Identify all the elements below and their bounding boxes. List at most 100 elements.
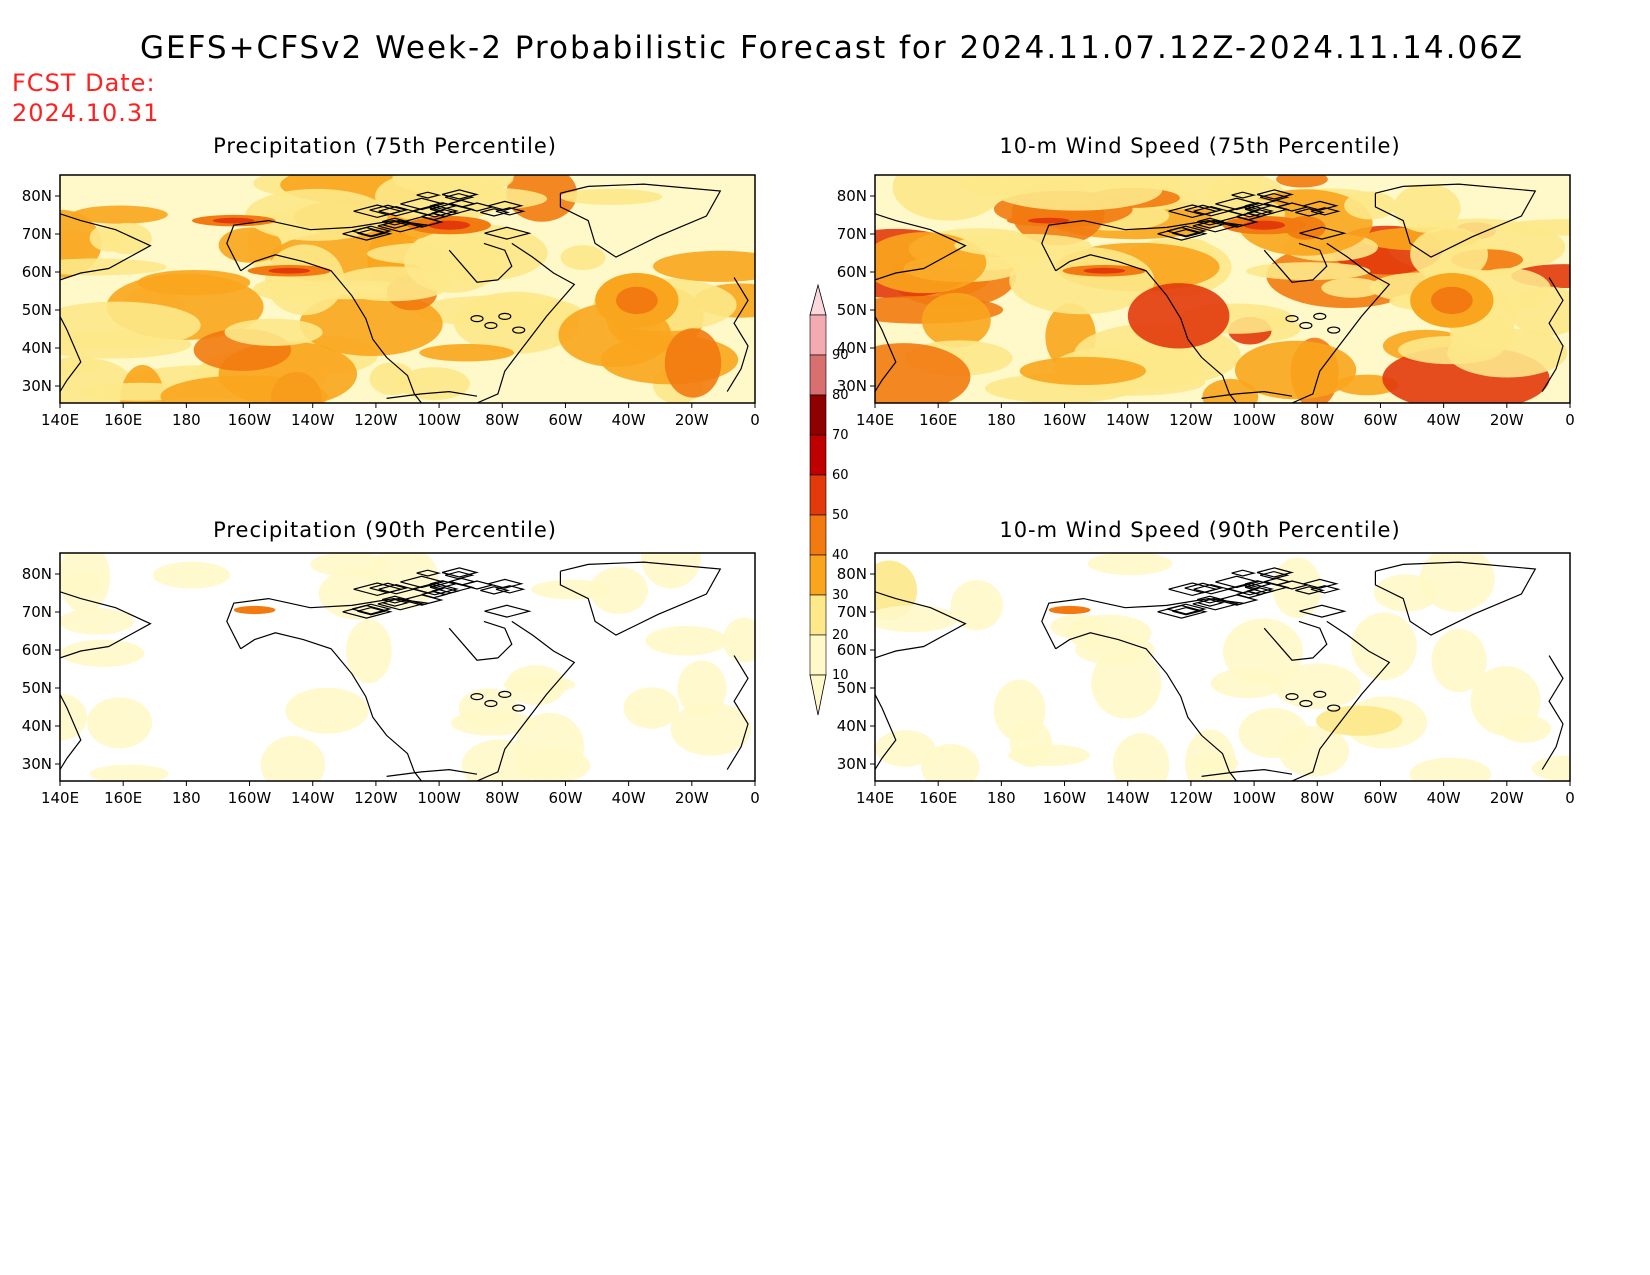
prob-contour (218, 227, 282, 263)
lat-label: 80N (22, 187, 52, 205)
lon-label: 120W (1169, 789, 1213, 807)
prob-contour (1234, 340, 1357, 400)
coastline (444, 570, 475, 580)
coastline (484, 226, 532, 240)
lon-label: 160E (919, 411, 957, 429)
coastline (1541, 277, 1564, 392)
coastline (402, 594, 444, 606)
prob-contour (1419, 553, 1495, 612)
colorbar-label: 60 (832, 468, 849, 483)
coastline (377, 597, 425, 611)
coastline (1157, 226, 1208, 241)
prob-contour (419, 344, 515, 362)
lon-label: 100W (1232, 789, 1276, 807)
figure-title: GEFS+CFSv2 Week-2 Probabilistic Forecast… (140, 30, 1525, 66)
prob-contour (560, 188, 663, 205)
prob-contour (89, 764, 169, 781)
coastline (488, 200, 524, 211)
lat-label: 70N (22, 225, 52, 243)
prob-contour (285, 687, 369, 734)
coastline (342, 226, 393, 241)
lon-label: 40W (612, 789, 646, 807)
prob-contour (268, 267, 311, 274)
prob-contour (152, 561, 231, 589)
prob-contour (641, 553, 701, 589)
lake (1313, 690, 1327, 698)
prob-contour (60, 355, 102, 373)
prob-contour (428, 220, 471, 230)
panel-title-wind-75: 10-m Wind Speed (75th Percentile) (999, 134, 1401, 158)
prob-contour (616, 286, 658, 315)
lon-label: 160W (1043, 411, 1087, 429)
prob-contour (233, 605, 276, 615)
lon-label: 20W (1490, 789, 1524, 807)
lake (1299, 321, 1313, 330)
prob-contour (664, 328, 722, 398)
prob-contour (224, 318, 323, 346)
colorbar-swatch (809, 554, 827, 596)
prob-contour (458, 688, 518, 729)
colorbar-tip-top (809, 283, 827, 316)
panel-title-precip-90: Precipitation (90th Percentile) (213, 518, 557, 542)
colorbar-swatch (809, 514, 827, 556)
coastline (1259, 570, 1290, 580)
lake (512, 704, 526, 712)
map-panel-precip-90: 140E 160E 180 160W 140W 120W 100W 80W 60W 40W 20W 0… (22, 552, 760, 807)
lon-label: 160W (1043, 789, 1087, 807)
lon-label: 120W (354, 411, 398, 429)
prob-contour (1246, 262, 1371, 281)
lon-label: 0 (750, 411, 760, 429)
coastline (1231, 569, 1257, 577)
prob-contour (1276, 175, 1328, 188)
coastline (377, 219, 425, 233)
prob-contour (1019, 356, 1147, 386)
lat-label: 60N (837, 263, 867, 281)
lon-label: 140W (291, 789, 335, 807)
prob-contour (1351, 612, 1417, 681)
prob-contour (670, 702, 752, 756)
prob-contour (1210, 668, 1285, 699)
prob-contour (722, 617, 755, 663)
lon-label: 120W (354, 789, 398, 807)
lon-label: 160E (104, 411, 142, 429)
coastline (1184, 204, 1224, 216)
lake (484, 699, 498, 708)
coastline (1326, 620, 1391, 679)
prob-contour (86, 697, 153, 749)
prob-contour (505, 665, 566, 706)
lat-label: 50N (22, 301, 52, 319)
colorbar-label: 90 (832, 348, 849, 363)
lon-label: 80W (1300, 789, 1334, 807)
coastline (1055, 254, 1237, 403)
map-frame (874, 552, 1571, 782)
lon-label: 140E (41, 411, 79, 429)
prob-contour (1185, 729, 1236, 781)
lat-label: 80N (837, 187, 867, 205)
prob-contour (461, 739, 537, 781)
coastline (1291, 300, 1376, 403)
lon-label: 180 (172, 789, 201, 807)
lake (1299, 699, 1313, 708)
prob-contour (1393, 183, 1461, 233)
colorbar-label: 50 (832, 508, 849, 523)
coastline (1291, 678, 1376, 781)
coastline (429, 202, 458, 210)
lon-label: 180 (987, 789, 1016, 807)
prob-contour (653, 250, 755, 282)
colorbar-label: 70 (832, 428, 849, 443)
coastline (240, 254, 422, 403)
lat-label: 70N (837, 225, 867, 243)
lon-label: 40W (1427, 411, 1461, 429)
prob-contour (1502, 219, 1570, 236)
coastline (429, 580, 458, 588)
lon-label: 160E (919, 789, 957, 807)
coastline (1215, 197, 1261, 211)
coastline (1192, 597, 1240, 611)
lon-label: 140W (1106, 411, 1150, 429)
lon-label: 20W (1490, 411, 1524, 429)
coastline (416, 191, 442, 199)
prob-contour (1315, 705, 1403, 736)
prob-contour (1321, 277, 1383, 298)
colorbar-swatch (809, 634, 827, 676)
prob-contour (1410, 227, 1488, 282)
